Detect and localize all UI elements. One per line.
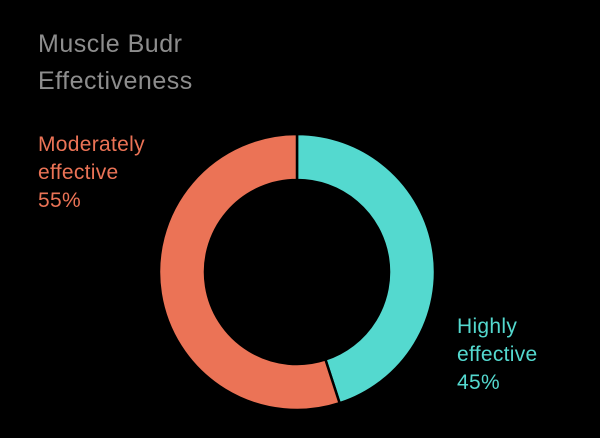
donut-slice-moderately-effective [157, 132, 342, 412]
donut-slice-highly-effective [295, 132, 437, 405]
slice-callout-percent: 55% [38, 189, 81, 212]
slice-callout-moderately-effective: Moderately effective 55% [38, 131, 166, 215]
chart-title: Muscle Budr Effectiveness [38, 30, 193, 95]
slice-callout-label: Moderately effective [38, 133, 145, 184]
slice-callout-percent: 45% [457, 371, 500, 394]
slice-callout-highly-effective: Highly effective 45% [457, 313, 567, 397]
slice-callout-label: Highly effective [457, 315, 538, 366]
